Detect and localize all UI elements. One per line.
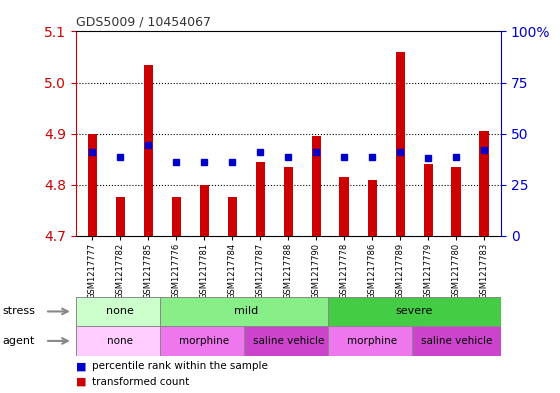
Bar bbox=[143, 64, 153, 236]
Bar bbox=[160, 297, 333, 326]
Bar bbox=[328, 297, 501, 326]
Bar bbox=[451, 167, 461, 236]
Bar bbox=[255, 162, 265, 236]
Text: none: none bbox=[108, 336, 133, 346]
Text: GDS5009 / 10454067: GDS5009 / 10454067 bbox=[76, 16, 211, 29]
Bar bbox=[171, 197, 181, 236]
Text: severe: severe bbox=[396, 307, 433, 316]
Bar bbox=[423, 164, 433, 236]
Bar bbox=[115, 197, 125, 236]
Text: saline vehicle: saline vehicle bbox=[421, 336, 492, 346]
Text: ■: ■ bbox=[76, 362, 86, 371]
Bar bbox=[479, 131, 489, 236]
Text: ■: ■ bbox=[76, 377, 86, 387]
Bar bbox=[328, 326, 417, 356]
Text: saline vehicle: saline vehicle bbox=[253, 336, 324, 346]
Bar bbox=[395, 52, 405, 236]
Bar bbox=[227, 197, 237, 236]
Text: none: none bbox=[106, 307, 134, 316]
Bar bbox=[339, 177, 349, 236]
Text: agent: agent bbox=[3, 336, 35, 346]
Bar bbox=[199, 185, 209, 236]
Bar bbox=[76, 326, 165, 356]
Text: morphine: morphine bbox=[179, 336, 230, 346]
Text: stress: stress bbox=[3, 307, 36, 316]
Bar bbox=[244, 326, 333, 356]
Text: percentile rank within the sample: percentile rank within the sample bbox=[92, 362, 268, 371]
Bar bbox=[76, 297, 165, 326]
Bar bbox=[412, 326, 501, 356]
Text: morphine: morphine bbox=[347, 336, 398, 346]
Bar bbox=[367, 180, 377, 236]
Bar bbox=[87, 134, 97, 236]
Text: transformed count: transformed count bbox=[92, 377, 190, 387]
Text: mild: mild bbox=[234, 307, 259, 316]
Bar bbox=[311, 136, 321, 236]
Bar bbox=[283, 167, 293, 236]
Bar bbox=[160, 326, 249, 356]
